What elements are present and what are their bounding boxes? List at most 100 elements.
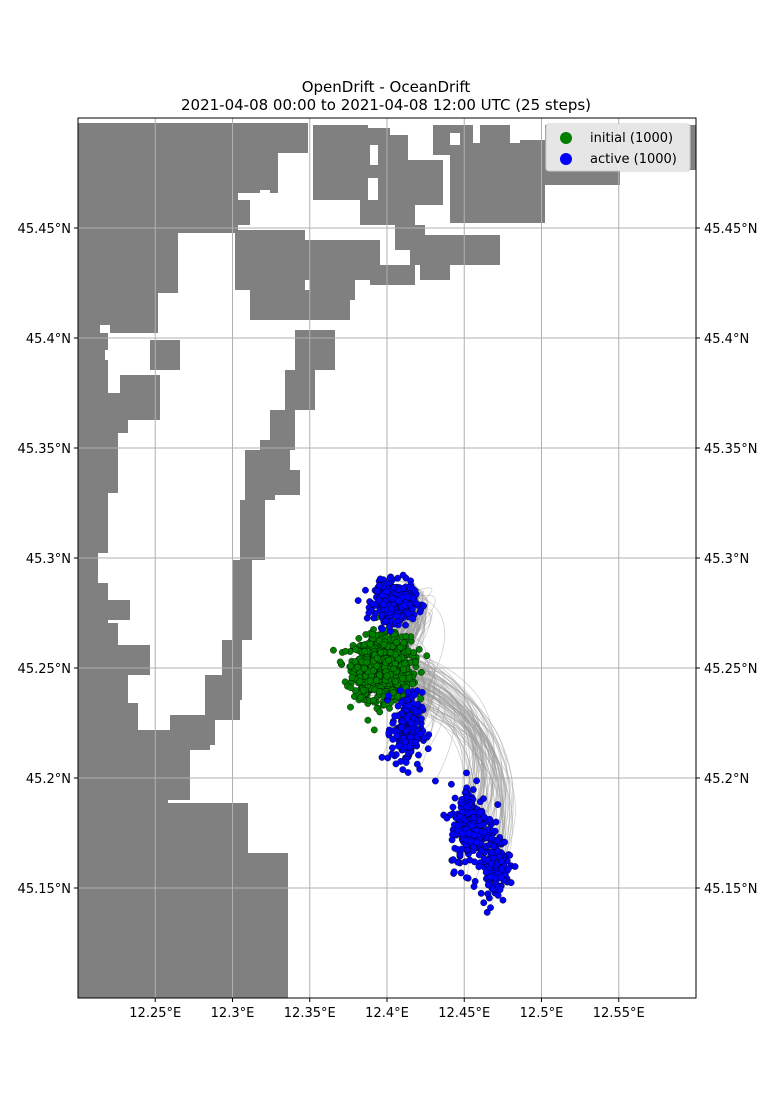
water-patch [240, 305, 248, 317]
land-patch [250, 255, 290, 290]
active-point [375, 596, 383, 604]
trajectory-line [381, 660, 502, 864]
initial-point [347, 662, 355, 670]
initial-point [342, 647, 349, 655]
active-point [449, 831, 456, 839]
trajectory-line [403, 655, 490, 802]
initial-point [415, 646, 423, 653]
active-point [378, 625, 386, 633]
initial-point [373, 662, 381, 670]
land-patch [120, 375, 160, 420]
initial-point [364, 716, 372, 724]
active-point [354, 597, 362, 604]
y-tick-label: 45.3°N [26, 552, 71, 567]
active-point [476, 808, 484, 816]
active-point [389, 744, 396, 752]
y-tick-label: 45.4°N [26, 332, 71, 347]
initial-point [370, 697, 377, 704]
active-point [480, 899, 488, 907]
active-point [415, 751, 422, 759]
water-patch [236, 440, 244, 460]
active-point [473, 838, 481, 846]
active-point [404, 769, 412, 776]
active-point [501, 838, 509, 846]
active-point [471, 858, 478, 866]
trajectory-line [398, 653, 482, 803]
land-patch [78, 153, 278, 193]
land-patch [370, 265, 415, 285]
initial-point [336, 658, 344, 666]
land-patch [230, 200, 250, 225]
active-point [456, 813, 464, 820]
active-point [490, 842, 498, 850]
land-patch [420, 260, 450, 280]
initial-point [399, 675, 407, 682]
legend-initial-marker [560, 132, 572, 144]
active-point [477, 889, 485, 897]
active-point [470, 831, 478, 839]
grid-lines [78, 118, 696, 998]
water-patch [105, 350, 115, 360]
land-patch [232, 560, 252, 640]
active-point [483, 908, 491, 916]
active-point [493, 837, 501, 844]
active-point [395, 597, 402, 605]
active-point [456, 851, 464, 859]
y-tick-label-right: 45.3°N [704, 552, 749, 567]
active-point [385, 729, 393, 737]
active-point [506, 851, 514, 859]
active-point [393, 732, 401, 740]
land-patch [270, 470, 300, 495]
active-point [369, 600, 377, 608]
active-point [403, 715, 411, 723]
active-point [494, 801, 502, 808]
initial-point [377, 649, 385, 657]
land-patch [110, 645, 150, 675]
initial-point [347, 684, 355, 692]
initial-point [423, 652, 431, 660]
active-point [374, 587, 381, 595]
land-patch [100, 600, 130, 620]
chart-subtitle: 2021-04-08 00:00 to 2021-04-08 12:00 UTC… [181, 96, 591, 114]
initial-point [376, 671, 383, 679]
active-point [411, 691, 418, 699]
active-point [463, 769, 470, 777]
initial-point [352, 645, 360, 653]
active-point [379, 600, 387, 608]
active-point [401, 602, 409, 609]
active-point [470, 883, 478, 890]
initial-point [366, 640, 374, 648]
trajectory-line [398, 676, 494, 819]
active-point [488, 849, 496, 856]
water-patch [200, 315, 210, 325]
active-point [398, 698, 405, 706]
active-point [475, 863, 483, 871]
water-patch [410, 130, 415, 145]
active-point [482, 868, 490, 876]
active-point [470, 814, 478, 821]
active-point [378, 753, 386, 761]
land-patch [408, 160, 443, 205]
water-patch [450, 133, 460, 145]
y-tick-label: 45.2°N [26, 772, 71, 787]
trajectory-line [413, 652, 495, 818]
initial-point [366, 677, 374, 685]
legend-box [545, 123, 691, 172]
active-point [378, 611, 386, 619]
initial-point [369, 630, 376, 638]
active-point [382, 617, 390, 625]
active-point [487, 873, 495, 881]
initial-point [391, 678, 399, 685]
initial-point [387, 649, 394, 657]
active-point [504, 865, 512, 873]
water-patch [100, 325, 110, 333]
active-point [413, 760, 421, 768]
active-point [398, 724, 405, 731]
initial-point [380, 641, 388, 648]
initial-point [356, 678, 364, 686]
x-tick-label: 12.5°E [520, 1006, 564, 1021]
water-patch [370, 145, 378, 165]
y-tick-label: 45.35°N [18, 442, 71, 457]
initial-point [376, 708, 384, 716]
